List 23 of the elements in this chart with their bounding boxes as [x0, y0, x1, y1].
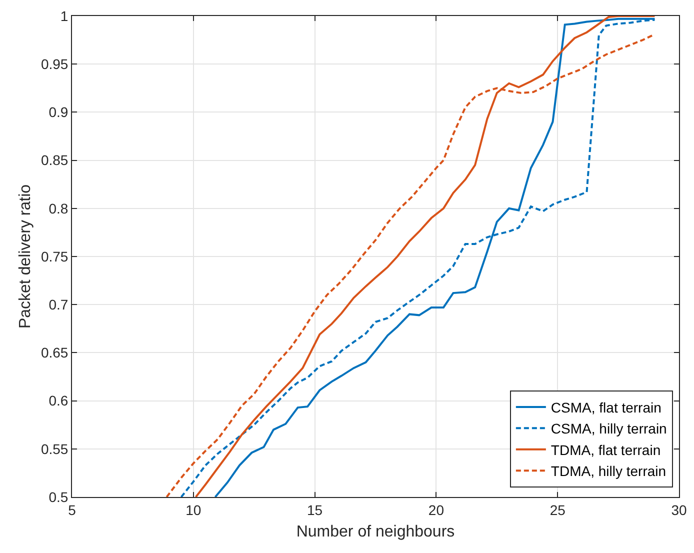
legend-label: CSMA, hilly terrain	[550, 420, 667, 437]
x-tick-label: 5	[68, 502, 76, 518]
y-tick-label: 0.65	[40, 344, 68, 361]
x-tick-label: 30	[671, 502, 687, 518]
legend-label: TDMA, flat terrain	[550, 442, 661, 458]
y-tick-label: 0.95	[40, 56, 68, 72]
y-tick-label: 0.9	[48, 104, 68, 120]
y-tick-label: 1	[60, 8, 68, 24]
x-tick-label: 20	[428, 502, 444, 518]
y-axis-title: Packet delivery ratio	[17, 184, 34, 329]
y-tick-label: 0.75	[40, 248, 68, 264]
legend-label: CSMA, flat terrain	[550, 399, 662, 416]
y-tick-label: 0.5	[48, 488, 68, 505]
y-tick-label: 0.85	[40, 152, 68, 168]
x-tick-label: 10	[186, 502, 202, 518]
x-axis-title: Number of neighbours	[296, 524, 455, 540]
x-tick-label: 15	[307, 502, 323, 518]
y-tick-label: 0.8	[48, 200, 68, 216]
legend-label: TDMA, hilly terrain	[550, 463, 666, 480]
x-tick-label: 25	[550, 502, 566, 518]
y-tick-label: 0.6	[48, 392, 68, 409]
y-tick-label: 0.7	[48, 296, 68, 312]
y-tick-label: 0.55	[40, 440, 68, 457]
